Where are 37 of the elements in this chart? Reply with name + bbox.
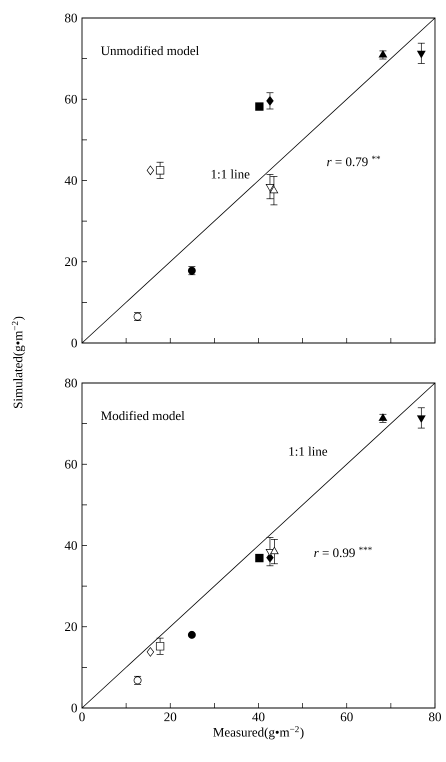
annotation: 1:1 line	[212, 169, 250, 179]
point	[146, 647, 154, 657]
text: Unmodified model	[100, 46, 199, 56]
x-tick-label: 60	[340, 712, 353, 722]
x-tick-label: 40	[252, 712, 264, 722]
point	[270, 546, 279, 554]
annotation: r = 0.99 $^{***}$	[314, 546, 372, 558]
point	[188, 630, 196, 639]
y-tick-label: 60	[65, 94, 77, 104]
annotation: r = 0.79 $^{**}$	[327, 156, 380, 166]
y-tick-label: 40	[64, 176, 77, 185]
text: Modified model	[101, 410, 185, 420]
y-tick-label: 20	[65, 257, 77, 266]
point	[378, 414, 388, 421]
y-tick-label: 20	[65, 622, 77, 632]
point	[417, 415, 426, 423]
y-axis-title: Simulated(g•m$^{−2}$)	[12, 316, 26, 408]
point	[266, 96, 274, 106]
x-tick-label: 80	[428, 712, 441, 722]
point	[255, 102, 264, 111]
x-tick-label: 0	[79, 712, 85, 722]
point	[156, 166, 164, 174]
y-tick-label: 0	[71, 704, 77, 712]
y-tick-label: 80	[64, 14, 77, 22]
point	[266, 184, 274, 192]
annotation: 1:1 line	[289, 446, 328, 456]
x-tick-label: 20	[164, 712, 176, 722]
x-axis-title: Measured(g•m$^{−2}$)	[213, 726, 304, 740]
y-tick-label: 40	[64, 541, 77, 550]
point	[417, 50, 426, 58]
point	[255, 554, 264, 562]
point	[156, 642, 164, 650]
y-tick-label: 60	[65, 460, 77, 469]
y-tick-label: 0	[71, 338, 77, 348]
y-tick-label: 80	[64, 378, 77, 388]
point	[146, 166, 154, 176]
point	[270, 186, 278, 194]
